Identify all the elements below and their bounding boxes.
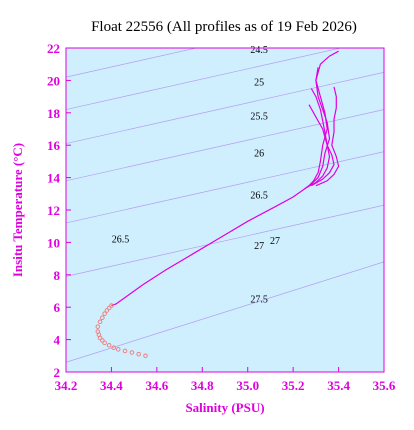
x-tick-label: 35.2 (282, 378, 305, 393)
deep-profile-markers (95, 303, 148, 359)
y-tick-label: 18 (47, 106, 61, 121)
x-tick-label: 35.4 (327, 378, 350, 393)
deep-profile-point (97, 319, 103, 325)
deep-profile-point (104, 308, 110, 313)
density-contour-line (66, 109, 384, 182)
y-tick-label: 6 (54, 300, 61, 315)
deep-profile-point (100, 315, 105, 321)
deep-profile-point (115, 347, 121, 352)
y-tick-label: 8 (54, 268, 61, 283)
deep-profile-point (97, 335, 103, 341)
density-contour-line (66, 261, 384, 363)
deep-profile-point (122, 348, 128, 354)
y-tick-label: 2 (54, 365, 61, 380)
x-axis: 34.2 34.4 34.6 34.8 35.0 35.2 35.4 35.6 (55, 367, 396, 393)
y-tick-label: 4 (54, 333, 61, 348)
deep-profile-point (109, 303, 114, 308)
density-contour-label: 27 (270, 236, 280, 247)
y-tick-label: 22 (47, 41, 60, 56)
density-contour-label: 25.5 (250, 111, 268, 122)
x-tick-label: 35.6 (373, 378, 396, 393)
density-contour-line (66, 204, 384, 277)
y-tick-label: 14 (47, 171, 61, 186)
deep-profile-point (111, 345, 116, 351)
profile-line-4 (308, 104, 335, 187)
chart-title: Float 22556 (All profiles as of 19 Feb 2… (91, 19, 357, 35)
density-contour-line (66, 151, 384, 224)
profile-lines (111, 50, 340, 307)
y-tick-label: 20 (47, 73, 60, 88)
deep-profile-point (106, 342, 112, 348)
profile-line-5 (315, 86, 340, 187)
profile-line-2 (304, 67, 331, 190)
y-tick-label: 16 (47, 138, 61, 153)
y-axis: 2 4 6 8 10 12 14 16 18 20 22 (47, 41, 71, 380)
density-contour-label: 26.5 (250, 191, 268, 202)
density-contour-label: 26.5 (112, 234, 130, 245)
density-contour-label: 27 (254, 241, 264, 252)
deep-profile-point (102, 311, 107, 316)
x-tick-label: 34.8 (191, 378, 214, 393)
plot-area (66, 48, 384, 372)
y-tick-label: 10 (47, 235, 60, 250)
deep-profile-point (129, 350, 135, 355)
x-axis-label: Salinity (PSU) (185, 400, 264, 415)
deep-profile-point (95, 324, 101, 329)
density-contour-line (66, 48, 198, 78)
y-axis-label: Insitu Temperature (°C) (10, 143, 25, 277)
deep-profile-point (136, 351, 141, 357)
x-tick-label: 34.4 (100, 378, 123, 393)
deep-profile-point (102, 340, 107, 346)
x-tick-label: 35.0 (236, 378, 259, 393)
density-contour-label: 24.5 (250, 45, 268, 56)
x-tick-label: 34.6 (145, 378, 168, 393)
density-contour-label: 25 (254, 77, 264, 88)
density-contour-labels: 24.5 25 25.5 26 26.5 26.5 27 27 27.5 (112, 45, 280, 305)
deep-profile-point (106, 305, 112, 311)
deep-profile-point (100, 338, 105, 343)
deep-profile-point (143, 353, 148, 359)
y-tick-label: 12 (47, 203, 60, 218)
density-contour-label: 26 (254, 149, 264, 160)
density-contour-label: 27.5 (250, 294, 268, 305)
density-contours (66, 48, 384, 363)
density-contour-line (66, 71, 384, 144)
x-tick-label: 34.2 (55, 378, 78, 393)
density-contour-line (66, 48, 343, 110)
